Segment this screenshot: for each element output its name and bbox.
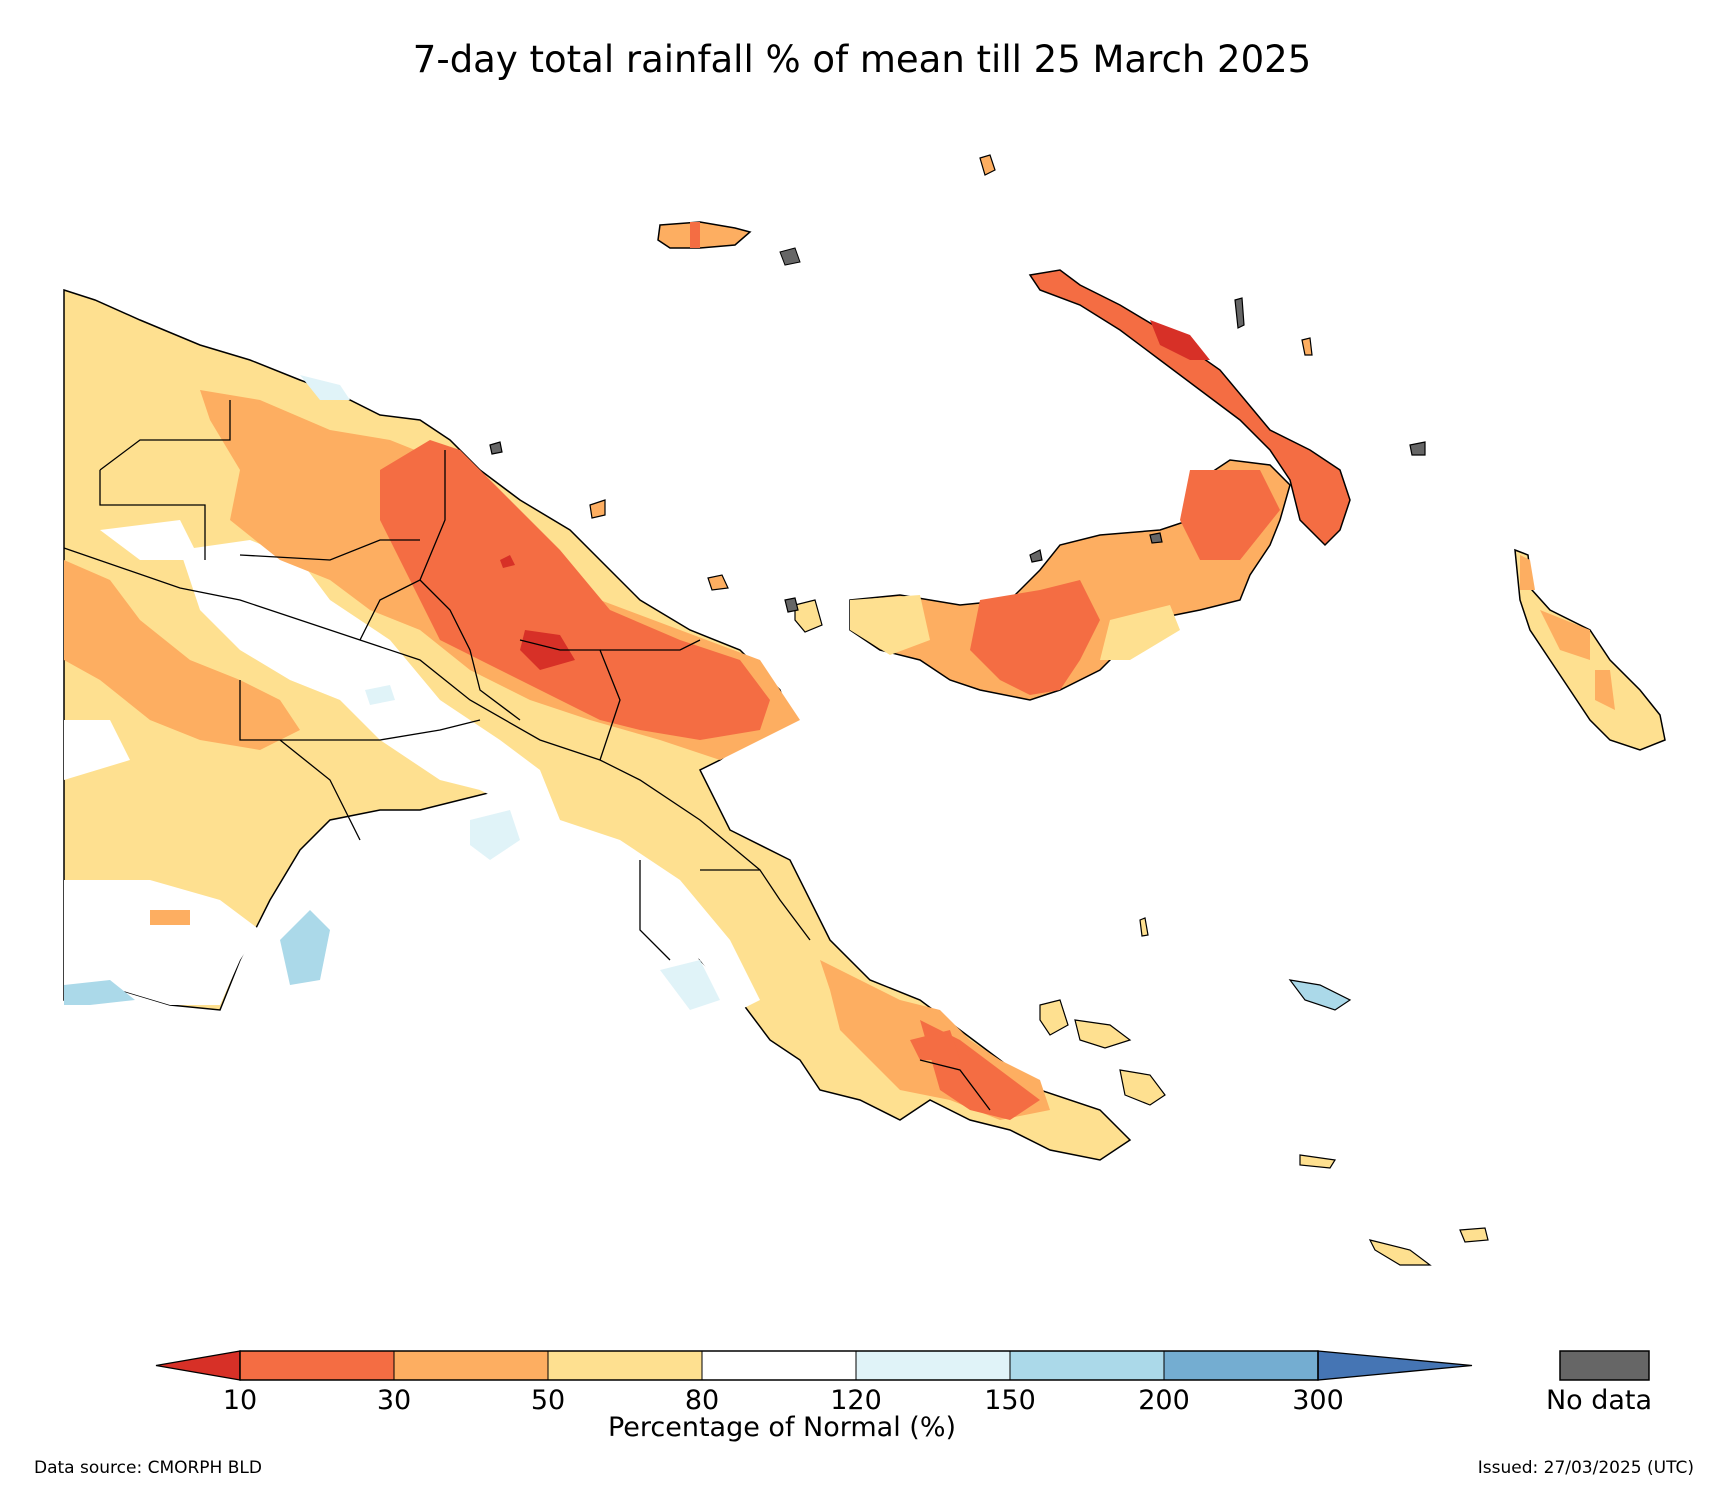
colorbar-segment [239, 1350, 395, 1381]
wet-patch-south-coast [660, 960, 720, 1010]
island-normanby [1119, 1069, 1166, 1106]
orange-patch-south [150, 910, 190, 925]
manus-island [657, 221, 752, 249]
new-britain-base [849, 459, 1291, 701]
colorbar-segment [1009, 1350, 1165, 1381]
orange-band-west [64, 560, 300, 750]
no-data-swatch [1559, 1350, 1650, 1381]
island-mussau [979, 154, 996, 176]
wet-patch-mid [365, 685, 395, 705]
island-goodenough [1039, 999, 1069, 1036]
colorbar-extend-high [1317, 1350, 1473, 1381]
island-umboi-nodata [784, 597, 799, 613]
small-islands [489, 154, 1489, 1266]
no-data-label: No data [1545, 1385, 1653, 1416]
colorbar-border [239, 1350, 1319, 1381]
colorbar-segment [547, 1350, 703, 1381]
island-ndata-1 [1234, 297, 1245, 329]
island-fergusson [1074, 1019, 1132, 1049]
new-britain-yellow [850, 595, 930, 655]
colorbar [155, 1350, 1473, 1381]
bougainville-orange-2 [1540, 610, 1590, 660]
issued-date: Issued: 27/03/2025 (UTC) [1477, 1458, 1694, 1478]
new-britain [849, 459, 1291, 701]
island-woodlark [1288, 979, 1352, 1011]
island-long [707, 574, 729, 591]
mainland [63, 288, 1132, 1161]
bougainville-orange-3 [1595, 670, 1615, 710]
wet-patch-coast [300, 375, 350, 400]
colorbar-tick-label: 120 [830, 1385, 882, 1416]
colorbar-tick-label: 80 [684, 1385, 720, 1416]
island-rossel [1459, 1227, 1489, 1243]
normal-area-west [64, 720, 130, 780]
new-ireland [1028, 269, 1351, 547]
map-title: 7-day total rainfall % of mean till 25 M… [412, 38, 1312, 81]
new-britain-dry-east [1180, 470, 1280, 560]
island-ndata-4 [1149, 532, 1163, 544]
data-source: Data source: CMORPH BLD [34, 1458, 262, 1478]
island-ndata-5 [489, 441, 503, 455]
bougainville [1514, 548, 1666, 751]
colorbar-tick-label: 300 [1292, 1385, 1344, 1416]
province-borders [63, 400, 991, 1111]
colorbar-tick-label: 10 [222, 1385, 258, 1416]
island-tagula [1368, 1239, 1432, 1266]
new-ireland-base [1028, 269, 1351, 547]
manus [657, 221, 801, 266]
colorbar-segment [855, 1350, 1011, 1381]
island-tabar [1301, 337, 1313, 356]
colorbar-extend-low [155, 1350, 241, 1381]
new-britain-dry [970, 580, 1100, 695]
colorbar-tick-label: 200 [1138, 1385, 1190, 1416]
colorbar-title: Percentage of Normal (%) [607, 1412, 957, 1443]
wet-patch-southwest [64, 980, 135, 1005]
normal-area-south [64, 880, 260, 1005]
colorbar-segment [1163, 1350, 1319, 1381]
island-karkar [589, 499, 606, 519]
colorbar-tick-label: 150 [984, 1385, 1036, 1416]
new-britain-yellow-2 [1100, 605, 1180, 660]
colorbar-tick-label: 30 [376, 1385, 412, 1416]
normal-area-central [180, 540, 760, 1010]
dry-patch-east [910, 1030, 960, 1060]
island-trobriand [1139, 917, 1149, 937]
island-ndata-2 [1409, 441, 1426, 456]
colorbar-tick-label: 50 [530, 1385, 566, 1416]
island-misima [1299, 1154, 1336, 1169]
colorbar-segment [701, 1350, 857, 1381]
wet-patch-gulf [470, 810, 520, 860]
bougainville-orange [1520, 555, 1535, 590]
wet-patch-fly-river [280, 910, 330, 985]
normal-area-north [100, 520, 200, 560]
manus-nodata [779, 247, 801, 266]
colorbar-segment [393, 1350, 549, 1381]
island-ndata-3 [1029, 549, 1043, 563]
dry-core-highlands [380, 440, 770, 740]
new-ireland-red [1150, 320, 1210, 360]
very-dry-spot [520, 630, 575, 670]
manus-dry-band [690, 222, 700, 248]
very-dry-spot-2 [500, 555, 515, 568]
island-umboi [794, 599, 823, 633]
